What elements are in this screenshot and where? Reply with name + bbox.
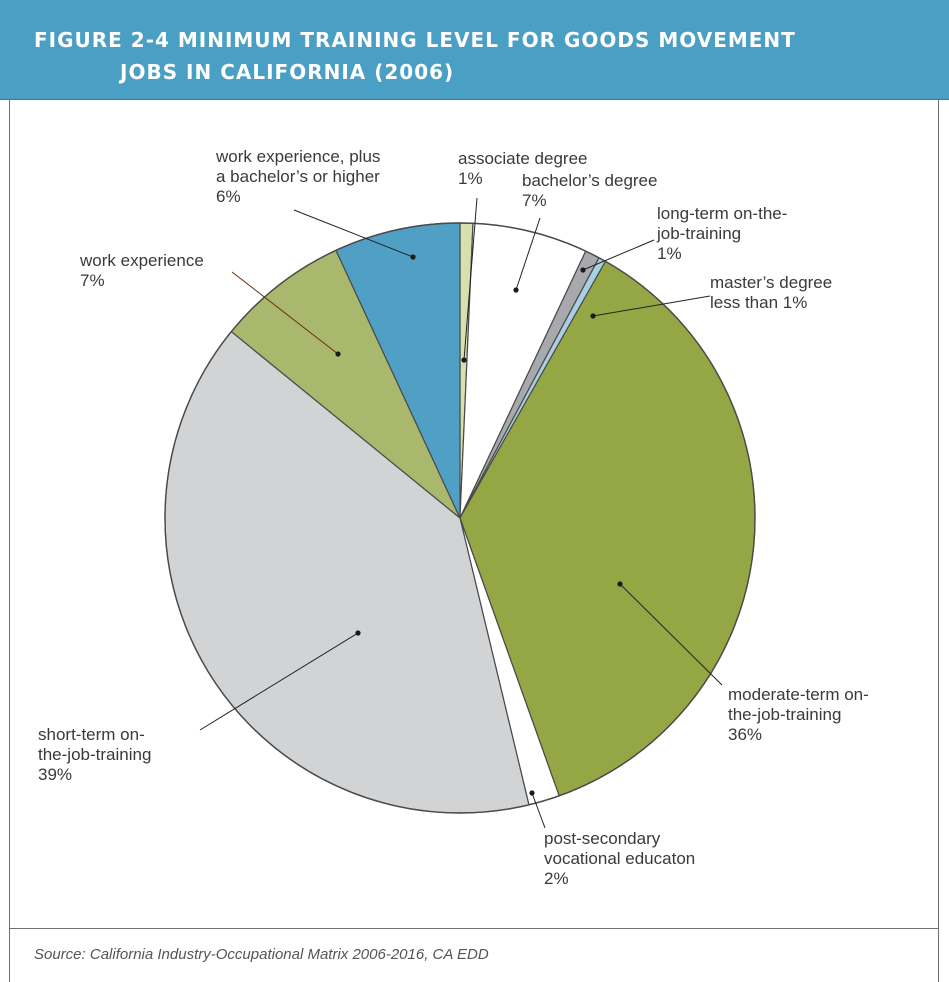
slice-value-short-term-on-the-job-training: 39% [38, 765, 72, 784]
figure-frame [9, 100, 939, 982]
slice-label-moderate-term-on-the-job-training: moderate-term on-the-job-training 36% [728, 685, 869, 744]
slice-label-short-term-on-the-job-training: short-term on-the-job-training 39% [38, 725, 151, 784]
leader-dot-moderate-term-on-the-job-training [617, 581, 623, 587]
figure-header: FIGURE 2-4 MINIMUM TRAINING LEVEL FOR GO… [0, 0, 949, 100]
slice-label-line: associate degree [458, 149, 587, 168]
slice-value-work-experience-plus-a-bachelor-s-or-higher: 6% [216, 187, 241, 206]
slice-label-post-secondary-vocational-educaton: post-secondary vocational educaton 2% [544, 829, 695, 888]
leader-dot-associate-degree [461, 357, 467, 363]
slice-label-line: job-training [656, 224, 741, 243]
leader-line-work-experience [231, 271, 339, 355]
slice-value-master-s-degree: less than 1% [710, 293, 807, 312]
leader-dot-work-experience [335, 351, 341, 357]
slice-label-master-s-degree: master’s degree less than 1% [710, 273, 832, 312]
leader-dot-post-secondary-vocational-educaton [529, 790, 535, 796]
slice-label-line: the-job-training [38, 745, 151, 764]
slice-value-post-secondary-vocational-educaton: 2% [544, 869, 569, 888]
slice-label-associate-degree: associate degree 1% [458, 149, 587, 188]
leader-dot-master-s-degree [590, 313, 596, 319]
slice-label-line: a bachelor’s or higher [216, 167, 380, 186]
slice-label-line: vocational educaton [544, 849, 695, 868]
pie-labels: associate degree 1% bachelor’s degree 7%lon… [38, 147, 869, 888]
slice-label-line: short-term on- [38, 725, 145, 744]
pie-chart: associate degree 1% bachelor’s degree 7%lon… [38, 147, 869, 888]
slice-label-line: bachelor’s degree [522, 171, 657, 190]
source-divider [9, 928, 939, 929]
slice-value-associate-degree: 1% [458, 169, 483, 188]
leader-dot-work-experience-plus-a-bachelor-s-or-higher [410, 254, 416, 260]
leader-line-post-secondary-vocational-educaton [531, 792, 546, 829]
leader-line-bachelor-s-degree [515, 217, 541, 291]
leader-dot-long-term-on-the-job-training [580, 267, 586, 273]
leader-dot-short-term-on-the-job-training [355, 630, 361, 636]
figure-title-line-2: JOBS IN CALIFORNIA (2006) [120, 60, 455, 84]
pie-outline [164, 222, 756, 814]
slice-value-moderate-term-on-the-job-training: 36% [728, 725, 762, 744]
figure-title-line-1: FIGURE 2-4 MINIMUM TRAINING LEVEL FOR GO… [34, 28, 796, 52]
slice-label-work-experience-plus-a-bachelor-s-or-higher: work experience, plus a bachelor’s or hig… [215, 147, 380, 206]
leader-line-work-experience-plus-a-bachelor-s-or-higher [293, 209, 414, 258]
slice-value-bachelor-s-degree: 7% [522, 191, 547, 210]
slice-label-line: the-job-training [728, 705, 841, 724]
leader-line-short-term-on-the-job-training [199, 632, 359, 731]
leader-line-associate-degree [463, 197, 478, 361]
slice-label-line: work experience, plus [215, 147, 380, 166]
leader-line-moderate-term-on-the-job-training [619, 583, 723, 686]
slice-label-line: moderate-term on- [728, 685, 869, 704]
leader-line-long-term-on-the-job-training [582, 239, 655, 271]
slice-label-bachelor-s-degree: bachelor’s degree 7% [522, 171, 657, 210]
slice-value-work-experience: 7% [80, 271, 105, 290]
slice-value-long-term-on-the-job-training: 1% [657, 244, 682, 263]
leader-dot-bachelor-s-degree [513, 287, 519, 293]
slice-label-line: master’s degree [710, 273, 832, 292]
slice-label-line: post-secondary [544, 829, 661, 848]
slice-label-line: work experience [79, 251, 204, 270]
source-note: Source: California Industry-Occupational… [34, 946, 489, 963]
slice-label-long-term-on-the-job-training: long-term on-the-job-training 1% [656, 204, 787, 263]
slice-label-work-experience: work experience 7% [79, 251, 204, 290]
pie-slices [164, 222, 756, 814]
leader-line-master-s-degree [592, 295, 711, 317]
slice-label-line: long-term on-the- [657, 204, 787, 223]
